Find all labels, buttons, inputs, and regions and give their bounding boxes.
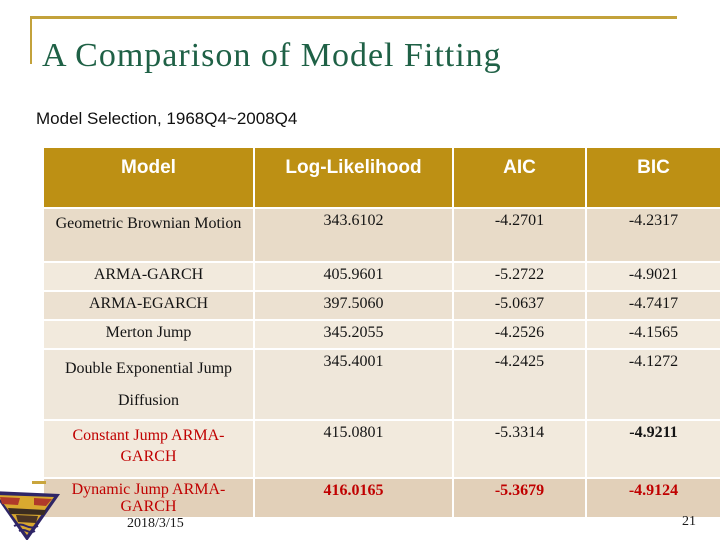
slide-title: A Comparison of Model Fitting: [42, 37, 502, 74]
bic-cell: -4.9021: [585, 261, 720, 292]
footer-gold-dash: [32, 481, 46, 484]
model-cell: Constant Jump ARMA-GARCH: [42, 419, 255, 479]
table-header-row: Model Log-Likelihood AIC BIC: [42, 146, 720, 209]
aic-cell: -4.2701: [452, 207, 587, 263]
log-likelihood-cell: 345.2055: [253, 319, 454, 350]
column-header-log-likelihood: Log-Likelihood: [253, 146, 454, 209]
left-rule-line: [30, 16, 32, 64]
bic-cell: -4.1565: [585, 319, 720, 350]
table-row: Dynamic Jump ARMA-GARCH 416.0165 -5.3679…: [42, 477, 720, 519]
log-likelihood-cell: 343.6102: [253, 207, 454, 263]
table-row: Geometric Brownian Motion 343.6102 -4.27…: [42, 207, 720, 263]
log-likelihood-cell: 405.9601: [253, 261, 454, 292]
slide-subtitle: Model Selection, 1968Q4~2008Q4: [36, 109, 298, 128]
log-likelihood-cell: 416.0165: [253, 477, 454, 519]
model-comparison-table: Model Log-Likelihood AIC BIC Geometric B…: [42, 146, 720, 519]
table-row: Merton Jump 345.2055 -4.2526 -4.1565: [42, 319, 720, 350]
column-header-bic: BIC: [585, 146, 720, 209]
aic-cell: -5.2722: [452, 261, 587, 292]
log-likelihood-cell: 345.4001: [253, 348, 454, 421]
university-logo-icon: [0, 491, 60, 540]
aic-cell: -4.2526: [452, 319, 587, 350]
aic-cell: -5.0637: [452, 290, 587, 321]
bic-cell: -4.1272: [585, 348, 720, 421]
model-cell: ARMA-GARCH: [42, 261, 255, 292]
page-number: 21: [682, 514, 696, 529]
slide-date: 2018/3/15: [127, 516, 184, 531]
table-row: ARMA-GARCH 405.9601 -5.2722 -4.9021: [42, 261, 720, 292]
bic-cell: -4.7417: [585, 290, 720, 321]
log-likelihood-cell: 415.0801: [253, 419, 454, 479]
aic-cell: -5.3314: [452, 419, 587, 479]
model-cell: Double Exponential Jump Diffusion: [42, 348, 255, 421]
table-row: ARMA-EGARCH 397.5060 -5.0637 -4.7417: [42, 290, 720, 321]
aic-cell: -4.2425: [452, 348, 587, 421]
model-cell: Dynamic Jump ARMA-GARCH: [42, 477, 255, 519]
log-likelihood-cell: 397.5060: [253, 290, 454, 321]
aic-cell: -5.3679: [452, 477, 587, 519]
table-row: Double Exponential Jump Diffusion 345.40…: [42, 348, 720, 421]
table-row: Constant Jump ARMA-GARCH 415.0801 -5.331…: [42, 419, 720, 479]
column-header-model: Model: [42, 146, 255, 209]
column-header-aic: AIC: [452, 146, 587, 209]
top-rule-line: [30, 16, 677, 19]
model-cell: ARMA-EGARCH: [42, 290, 255, 321]
bic-cell: -4.2317: [585, 207, 720, 263]
model-cell: Geometric Brownian Motion: [42, 207, 255, 263]
bic-cell: -4.9124: [585, 477, 720, 519]
model-cell: Merton Jump: [42, 319, 255, 350]
bic-cell: -4.9211: [585, 419, 720, 479]
